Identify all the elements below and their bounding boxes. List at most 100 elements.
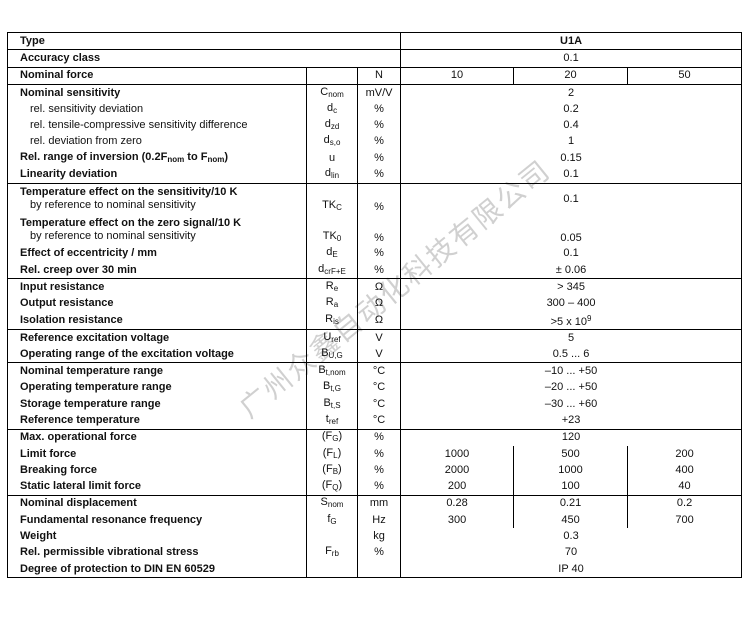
value-text: 5 <box>567 331 575 344</box>
label-text: Output resistance <box>20 297 114 310</box>
value-text: 0.05 <box>560 231 582 244</box>
value-cell: –20 ... +50 <box>400 379 743 397</box>
symbol-base: B <box>322 380 331 393</box>
symbol-cell: (FQ) <box>306 478 358 496</box>
row-label: Input resistance <box>7 278 307 296</box>
label-text: Fundamental resonance frequency <box>20 513 203 526</box>
symbol-sub: t,G <box>330 384 341 394</box>
label-part: nom <box>167 154 185 164</box>
symbol-cell: Ris <box>306 311 358 330</box>
table-row: rel. tensile-compressive sensitivity dif… <box>7 117 743 134</box>
row-label: Temperature effect on the zero signal/10… <box>7 214 307 246</box>
value-cell: 5 <box>400 328 743 347</box>
unit-cell: Ω <box>356 278 402 296</box>
label-text: Nominal force <box>20 69 94 82</box>
value-cell: 0.15 <box>400 150 743 167</box>
table-row: Max. operational force (FG)% 120 <box>7 428 743 446</box>
value-cell: 400 <box>627 462 743 479</box>
value-cell: 40 <box>627 478 743 496</box>
value-cell: ± 0.06 <box>400 261 743 279</box>
value-text: 0.2 <box>563 102 579 115</box>
row-label: Weight <box>7 528 307 545</box>
value-text: 0.5 ... 6 <box>552 347 590 360</box>
unit-cell: Hz <box>356 512 402 529</box>
symbol-cell: (FB) <box>306 462 358 479</box>
symbol-cell <box>306 66 358 85</box>
row-label: Rel. range of inversion (0.2Fnom to Fnom… <box>7 150 307 167</box>
value-text: 0.3 <box>563 530 579 543</box>
row-label: Reference excitation voltage <box>7 328 307 347</box>
unit-cell: % <box>356 428 402 446</box>
value-text: +23 <box>561 413 581 426</box>
row-label: Effect of eccentricity / mm <box>7 245 307 262</box>
symbol-sub: L <box>333 450 338 460</box>
symbol-suffix: ) <box>337 446 342 459</box>
value-text: >5 x 10 <box>550 315 587 328</box>
table-row: Effect of eccentricity / mm dE% 0.1 <box>7 245 743 262</box>
symbol-cell: Re <box>306 278 358 296</box>
value-cell: 70 <box>400 544 743 562</box>
table-row-type: Type U1A <box>6 31 743 50</box>
table-row: Rel. range of inversion (0.2Fnom to Fnom… <box>7 150 743 167</box>
symbol-sub: s,o <box>329 138 341 148</box>
row-label: Degree of protection to DIN EN 60529 <box>7 561 307 579</box>
label-text: Nominal temperature range <box>20 365 164 378</box>
unit-cell: mV/V <box>356 83 402 102</box>
label-part: nom <box>207 154 225 164</box>
symbol-sub: ref <box>331 334 341 344</box>
value-cell: 0.4 <box>400 117 743 134</box>
value-cell: > 345 <box>400 278 743 296</box>
value-text: 0.1 <box>563 51 579 64</box>
row-label: Fundamental resonance frequency <box>7 512 307 529</box>
symbol-base: t <box>325 412 329 425</box>
symbol-sub: nom <box>328 89 344 99</box>
value-cell: IP 40 <box>400 561 743 579</box>
unit-cell: % <box>356 182 402 215</box>
label-text: Temperature effect on the sensitivity/10… <box>20 186 238 199</box>
label-text: Accuracy class <box>20 51 101 64</box>
label-text: Effect of eccentricity / mm <box>20 247 157 260</box>
value-cell: 20 <box>513 66 629 85</box>
value-cell: 700 <box>627 512 743 529</box>
unit-cell: % <box>356 261 402 279</box>
label-text: Reference excitation voltage <box>20 331 170 344</box>
label-text: Degree of protection to DIN EN 60529 <box>20 562 215 575</box>
symbol-base: TK <box>322 198 337 211</box>
value-cell: 50 <box>627 66 743 85</box>
row-label: Nominal force <box>7 66 307 85</box>
type-label: Type <box>6 31 402 50</box>
row-label: Operating temperature range <box>7 379 307 397</box>
row-label: rel. deviation from zero <box>7 133 307 151</box>
symbol-cell: dzd <box>306 117 358 134</box>
sublabel-text: by reference to nominal sensitivity <box>30 230 196 243</box>
value-cell: 0.1 <box>400 182 743 215</box>
value-cell: 300 <box>400 512 515 529</box>
row-label: Operating range of the excitation voltag… <box>7 346 307 363</box>
value-cell: 200 <box>400 478 515 496</box>
row-label: Storage temperature range <box>7 396 307 413</box>
symbol-cell: Frb <box>306 544 358 562</box>
value-cell: 0.21 <box>513 494 629 513</box>
table-row: Storage temperature range Bt,S °C –30 ... +… <box>7 396 743 413</box>
value-text: 300 – 400 <box>546 297 596 310</box>
symbol-sub: E <box>332 250 338 260</box>
unit-cell: % <box>356 150 402 167</box>
row-label: Rel. permissible vibrational stress <box>7 544 307 562</box>
symbol-sub: G <box>330 516 337 526</box>
symbol-base: TK <box>322 229 337 242</box>
table-row: Operating range of the excitation voltag… <box>7 346 743 363</box>
symbol-cell: Uref <box>306 328 358 347</box>
symbol-cell: (FG) <box>306 428 358 446</box>
symbol-base: S <box>320 496 328 509</box>
value-cell: 0.5 ... 6 <box>400 346 743 363</box>
value-text: ± 0.06 <box>555 263 587 276</box>
table-row: Rel. permissible vibrational stress Frb% 7… <box>7 544 743 562</box>
unit-cell: % <box>356 245 402 262</box>
label-text: Max. operational force <box>20 431 137 444</box>
symbol-cell: Bt,nom <box>306 362 358 380</box>
unit-cell: % <box>356 478 402 496</box>
symbol-cell: dE <box>306 245 358 262</box>
symbol-cell: TK0 <box>306 214 358 246</box>
row-label: Linearity deviation <box>7 166 307 184</box>
sublabel-text: by reference to nominal sensitivity <box>30 199 196 212</box>
